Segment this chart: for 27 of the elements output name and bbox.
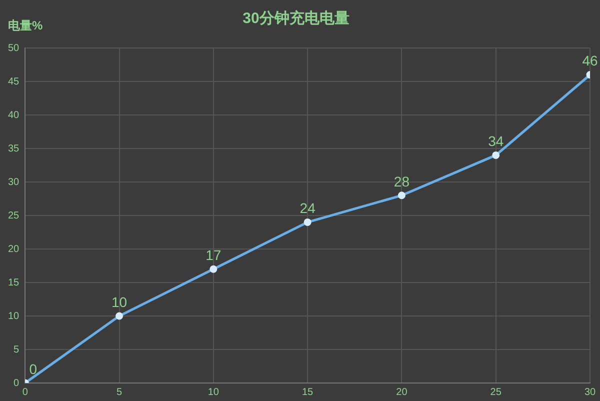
y-tick-label: 10: [8, 310, 20, 322]
data-label: 34: [488, 133, 504, 150]
data-label: 28: [394, 173, 410, 190]
x-tick-label: 30: [584, 386, 596, 398]
data-label: 17: [206, 246, 222, 263]
y-tick-label: 15: [8, 277, 20, 288]
y-tick-label: 25: [8, 210, 20, 222]
x-tick-label: 15: [302, 386, 314, 398]
data-label: 46: [582, 52, 598, 69]
y-tick-label: 30: [8, 176, 20, 188]
x-tick-label: 5: [116, 386, 122, 398]
y-tick-label: 40: [8, 110, 20, 121]
y-tick-label: 5: [14, 344, 20, 356]
chart-title: 30分钟充电电量: [242, 9, 350, 28]
data-label: 24: [300, 200, 316, 216]
data-label: 10: [111, 294, 128, 310]
y-tick-label: 20: [8, 244, 20, 255]
x-tick-label: 0: [22, 386, 28, 398]
y-axis-title: 电量%: [8, 18, 43, 32]
x-tick-label: 25: [490, 386, 502, 398]
x-tick-label: 20: [396, 386, 408, 398]
y-tick-label: 0: [14, 378, 20, 389]
y-tick-label: 45: [8, 76, 20, 88]
y-tick-label: 50: [8, 42, 20, 54]
data-label: 0: [29, 360, 38, 377]
y-tick-label: 35: [8, 143, 20, 154]
x-tick-label: 10: [208, 386, 220, 398]
